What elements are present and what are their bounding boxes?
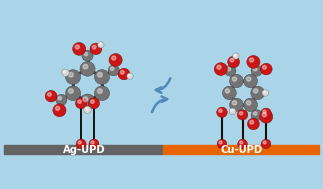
Circle shape — [244, 74, 257, 88]
Circle shape — [246, 101, 251, 105]
Circle shape — [254, 89, 258, 93]
Circle shape — [73, 43, 86, 55]
Circle shape — [231, 109, 233, 112]
Circle shape — [85, 108, 88, 110]
Circle shape — [90, 100, 94, 103]
Circle shape — [109, 53, 122, 66]
Circle shape — [80, 94, 95, 109]
Circle shape — [214, 63, 227, 76]
Circle shape — [88, 98, 99, 109]
Circle shape — [127, 73, 133, 79]
Text: Ag-UPD: Ag-UPD — [63, 145, 106, 155]
Circle shape — [263, 110, 266, 113]
Circle shape — [217, 107, 227, 118]
Circle shape — [108, 65, 119, 76]
Circle shape — [227, 67, 231, 71]
Circle shape — [260, 110, 273, 123]
Circle shape — [118, 68, 130, 80]
Circle shape — [228, 56, 240, 68]
Circle shape — [91, 141, 94, 144]
Circle shape — [246, 77, 251, 81]
Bar — [4, 146, 162, 154]
Circle shape — [84, 52, 88, 56]
Circle shape — [94, 70, 109, 84]
Circle shape — [251, 110, 262, 121]
Circle shape — [250, 120, 254, 124]
Circle shape — [98, 72, 102, 77]
Circle shape — [84, 106, 91, 113]
Circle shape — [53, 104, 66, 117]
Circle shape — [56, 106, 60, 110]
Circle shape — [219, 141, 222, 144]
Circle shape — [223, 86, 236, 100]
Circle shape — [240, 141, 243, 144]
Circle shape — [75, 45, 79, 49]
Circle shape — [217, 139, 227, 149]
Circle shape — [110, 67, 114, 70]
Circle shape — [225, 89, 230, 93]
Circle shape — [76, 139, 86, 149]
Circle shape — [251, 86, 265, 100]
Circle shape — [237, 110, 248, 120]
Circle shape — [232, 77, 237, 81]
Circle shape — [80, 61, 95, 76]
Circle shape — [230, 74, 243, 88]
Circle shape — [58, 96, 62, 100]
Circle shape — [89, 139, 99, 149]
Circle shape — [63, 70, 66, 73]
Circle shape — [261, 139, 271, 149]
Circle shape — [247, 118, 259, 130]
Circle shape — [128, 74, 130, 76]
Text: Cu-UPD: Cu-UPD — [221, 145, 263, 155]
Circle shape — [98, 42, 104, 48]
Circle shape — [217, 65, 221, 69]
Circle shape — [98, 89, 102, 93]
Circle shape — [238, 139, 247, 149]
Circle shape — [229, 108, 236, 115]
Circle shape — [68, 72, 73, 77]
Circle shape — [233, 53, 239, 59]
Circle shape — [66, 70, 81, 84]
Circle shape — [120, 70, 124, 74]
Circle shape — [247, 56, 260, 68]
Circle shape — [225, 65, 236, 76]
Circle shape — [78, 100, 81, 103]
Bar — [163, 146, 319, 154]
Circle shape — [82, 50, 93, 61]
Circle shape — [251, 65, 262, 76]
Circle shape — [253, 112, 257, 115]
Circle shape — [219, 109, 222, 112]
Circle shape — [99, 43, 101, 45]
Circle shape — [94, 86, 109, 101]
Circle shape — [76, 98, 87, 109]
Circle shape — [47, 93, 51, 96]
Circle shape — [83, 64, 88, 69]
Circle shape — [66, 86, 81, 101]
Circle shape — [56, 94, 67, 105]
Circle shape — [260, 63, 272, 75]
Circle shape — [112, 56, 116, 60]
Circle shape — [262, 90, 269, 96]
Circle shape — [249, 58, 254, 62]
Circle shape — [83, 97, 88, 101]
Circle shape — [62, 69, 69, 76]
Circle shape — [263, 141, 266, 144]
Circle shape — [263, 91, 266, 93]
Circle shape — [263, 66, 266, 69]
Circle shape — [92, 45, 96, 49]
Circle shape — [262, 113, 266, 117]
Circle shape — [234, 54, 236, 56]
Circle shape — [78, 141, 81, 144]
Circle shape — [261, 108, 271, 119]
Circle shape — [230, 98, 243, 112]
Circle shape — [253, 67, 257, 71]
Circle shape — [68, 89, 73, 93]
Circle shape — [90, 43, 102, 55]
Circle shape — [45, 90, 57, 102]
Circle shape — [244, 98, 257, 112]
Circle shape — [239, 112, 243, 115]
Circle shape — [230, 58, 234, 62]
Circle shape — [232, 101, 237, 105]
